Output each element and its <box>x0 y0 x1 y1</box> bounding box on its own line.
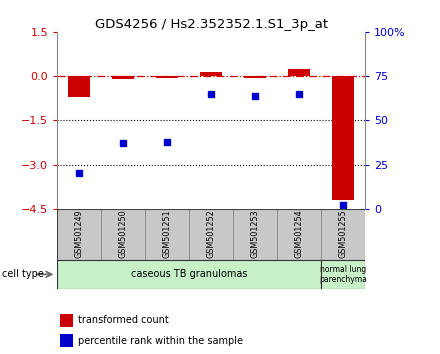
Text: GSM501251: GSM501251 <box>163 209 172 258</box>
Bar <box>145 209 189 260</box>
Bar <box>277 209 321 260</box>
Bar <box>332 76 354 200</box>
Text: transformed count: transformed count <box>78 315 169 325</box>
Bar <box>57 209 101 260</box>
Bar <box>60 314 73 327</box>
Bar <box>57 260 321 289</box>
Bar <box>101 209 145 260</box>
Text: caseous TB granulomas: caseous TB granulomas <box>131 269 247 279</box>
Text: GSM501250: GSM501250 <box>119 209 128 258</box>
Bar <box>189 209 233 260</box>
Bar <box>288 69 310 76</box>
Text: GSM501254: GSM501254 <box>295 209 304 258</box>
Text: GSM501249: GSM501249 <box>75 209 84 258</box>
Bar <box>244 76 266 78</box>
Bar <box>60 334 73 347</box>
Bar <box>68 76 90 97</box>
Text: GSM501252: GSM501252 <box>207 209 216 258</box>
Bar <box>156 76 178 78</box>
Title: GDS4256 / Hs2.352352.1.S1_3p_at: GDS4256 / Hs2.352352.1.S1_3p_at <box>95 18 328 31</box>
Bar <box>112 76 134 79</box>
Text: normal lung
parenchyma: normal lung parenchyma <box>319 265 367 284</box>
Bar <box>321 260 365 289</box>
Text: GSM501255: GSM501255 <box>339 209 348 258</box>
Text: percentile rank within the sample: percentile rank within the sample <box>78 336 243 346</box>
Bar <box>233 209 277 260</box>
Bar <box>321 209 365 260</box>
Text: GSM501253: GSM501253 <box>251 209 260 258</box>
Bar <box>200 72 222 76</box>
Text: cell type: cell type <box>2 269 44 279</box>
